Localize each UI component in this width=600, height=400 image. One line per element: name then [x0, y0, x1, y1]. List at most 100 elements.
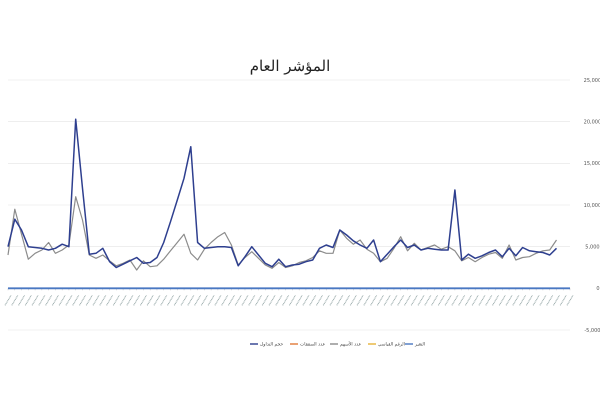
x-tick-label [227, 295, 235, 306]
legend-label: عدد الصفقات [300, 343, 325, 348]
x-tick-label [51, 295, 59, 306]
x-tick-label [356, 295, 364, 306]
x-tick-label [214, 295, 222, 306]
y-tick-label: -5,000,000 [584, 328, 600, 334]
x-tick-label [241, 295, 249, 306]
series-lines [7, 118, 570, 290]
x-tick-label [397, 295, 405, 306]
x-tick-label [248, 295, 256, 306]
x-tick-label [106, 295, 114, 306]
x-tick-label [451, 295, 459, 306]
x-tick-label [498, 295, 506, 306]
x-tick-label [133, 295, 141, 306]
x-tick-label [309, 295, 317, 306]
x-tick-label [478, 295, 486, 306]
x-tick-label [376, 295, 384, 306]
x-tick-label [173, 295, 181, 306]
x-tick-label [221, 295, 229, 306]
x-tick-label [126, 295, 134, 306]
x-tick-label [187, 295, 195, 306]
x-tick-label [383, 295, 391, 306]
x-tick-label [112, 295, 120, 306]
x-tick-label [153, 295, 161, 306]
x-tick-label [505, 295, 513, 306]
x-tick-label [24, 295, 32, 306]
x-tick-label [200, 295, 208, 306]
x-tick-label [275, 295, 283, 306]
y-axis-ticks: 25,000,000 20,000,000 15,000,000 10,000,000… [584, 78, 600, 334]
x-tick-label [234, 295, 242, 306]
x-tick-label [288, 295, 296, 306]
x-tick-label [525, 295, 533, 306]
x-tick-label [370, 295, 378, 306]
x-tick-label [38, 295, 46, 306]
x-tick-label [471, 295, 479, 306]
x-tick-label [261, 295, 269, 306]
series-line [7, 118, 558, 269]
x-tick-label [268, 295, 276, 306]
x-tick-label [417, 295, 425, 306]
y-tick-label: 15,000,000 [584, 161, 600, 167]
y-tick-label: 0 [596, 286, 599, 292]
x-tick-label [485, 295, 493, 306]
x-tick-label [72, 295, 80, 306]
x-tick-label [336, 295, 344, 306]
x-tick-label [207, 295, 215, 306]
x-tick-label [539, 295, 547, 306]
x-tick-label [363, 295, 371, 306]
x-tick-label [424, 295, 432, 306]
x-tick-label [139, 295, 147, 306]
x-tick-label [119, 295, 127, 306]
x-tick-label [167, 295, 174, 306]
x-tick-label [79, 295, 86, 306]
x-tick-label [464, 295, 472, 306]
x-tick-label [566, 295, 574, 306]
x-tick-label [532, 295, 540, 306]
x-tick-label [160, 295, 168, 306]
x-tick-label [410, 295, 418, 306]
grid-lines [8, 79, 570, 331]
y-tick-label: 10,000,000 [584, 203, 600, 209]
x-axis-ticks [4, 288, 574, 306]
x-tick-label [302, 295, 310, 306]
x-tick-label [18, 295, 26, 306]
x-tick-label [315, 295, 323, 306]
x-tick-label [519, 295, 527, 306]
x-tick-label [85, 295, 93, 306]
x-tick-label [444, 295, 452, 306]
x-tick-label [11, 295, 19, 306]
x-tick-label [329, 295, 337, 306]
x-tick-label [431, 295, 439, 306]
x-tick-label [343, 295, 351, 306]
x-tick-label [45, 295, 53, 306]
x-tick-label [552, 295, 560, 306]
x-tick-label [146, 295, 154, 306]
legend: حجم التداول عدد الصفقات عدد الأسهم الرقم ال… [250, 341, 425, 348]
x-tick-label [437, 295, 445, 306]
series-line [7, 196, 557, 271]
chart-title: المؤشر العام [250, 57, 331, 75]
x-tick-label [65, 295, 73, 306]
x-tick-label [295, 295, 303, 306]
x-tick-label [404, 295, 411, 306]
x-tick-label [4, 295, 12, 306]
legend-label: التغير [414, 343, 425, 348]
x-tick-label [559, 295, 567, 306]
x-tick-label [194, 295, 202, 306]
x-tick-label [99, 295, 107, 306]
x-tick-label [31, 295, 39, 306]
x-tick-label [492, 295, 499, 306]
x-tick-label [322, 295, 330, 306]
x-tick-label [512, 295, 520, 306]
legend-label: حجم التداول [260, 343, 283, 348]
x-tick-label [458, 295, 466, 306]
x-tick-label [180, 295, 188, 306]
y-tick-label: 5,000,000 [585, 244, 600, 250]
x-tick-label [255, 295, 263, 306]
legend-label: الرقم القياسي [378, 343, 405, 348]
x-tick-label [349, 295, 357, 306]
legend-label: عدد الأسهم [340, 341, 361, 348]
x-tick-label [58, 295, 66, 306]
